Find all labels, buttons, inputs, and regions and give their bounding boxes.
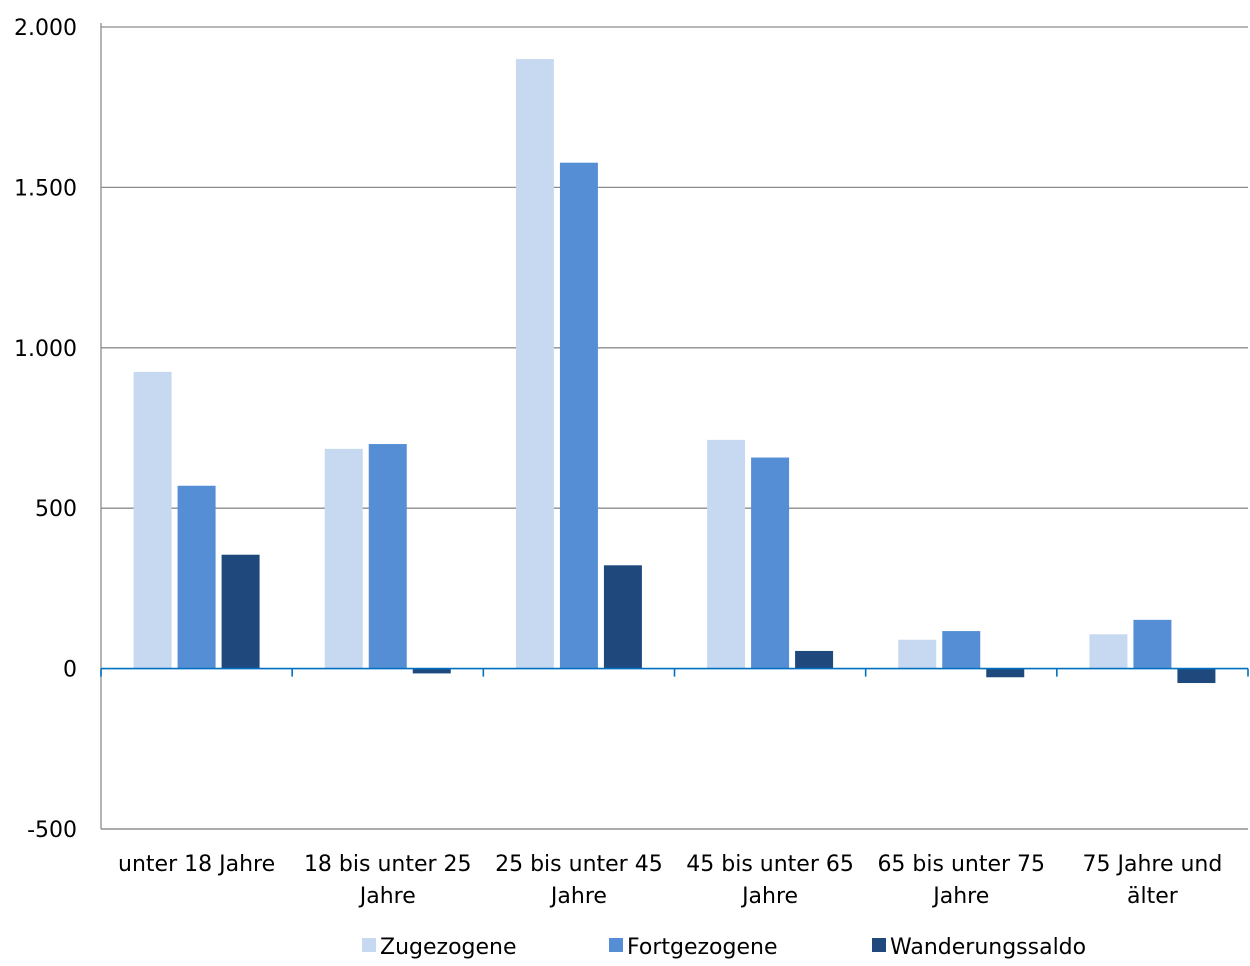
bar xyxy=(751,457,790,669)
x-category-label: 45 bis unter 65 xyxy=(686,852,854,877)
y-tick-label: -500 xyxy=(27,818,77,843)
bar xyxy=(324,448,363,669)
bar xyxy=(1177,668,1216,684)
bar xyxy=(515,59,554,669)
y-axis-tick-labels: 2.000 1.500 1.000 500 0 -500 xyxy=(14,16,77,843)
x-category-label: 75 Jahre und xyxy=(1082,852,1222,877)
x-category-label: Jahre xyxy=(740,884,798,909)
legend-label: Zugezogene xyxy=(380,935,517,960)
legend: Zugezogene Fortgezogene Wanderungssaldo xyxy=(362,935,1086,960)
y-tick-label: 1.500 xyxy=(14,176,77,201)
x-category-label: 25 bis unter 45 xyxy=(495,852,663,877)
y-tick-label: 500 xyxy=(35,497,77,522)
bar xyxy=(133,371,172,669)
legend-label: Fortgezogene xyxy=(627,935,778,960)
bar xyxy=(986,668,1025,678)
bar xyxy=(177,485,216,669)
bar xyxy=(603,565,642,669)
y-tick-label: 0 xyxy=(63,658,77,683)
x-category-label: Jahre xyxy=(549,884,607,909)
bar xyxy=(942,631,981,669)
x-category-label: unter 18 Jahre xyxy=(118,852,275,877)
legend-label: Wanderungssaldo xyxy=(890,935,1086,960)
legend-swatch xyxy=(872,938,886,952)
x-category-label: älter xyxy=(1127,884,1179,909)
bar xyxy=(1089,634,1128,669)
bars xyxy=(133,59,1216,684)
bar xyxy=(221,554,260,669)
bar xyxy=(368,444,407,669)
gridlines xyxy=(101,26,1248,830)
bar xyxy=(1133,619,1172,669)
bar xyxy=(707,439,746,669)
x-category-label: Jahre xyxy=(931,884,989,909)
legend-swatch xyxy=(362,938,376,952)
x-category-label: 18 bis unter 25 xyxy=(304,852,472,877)
legend-swatch xyxy=(609,938,623,952)
x-category-label: 65 bis unter 75 xyxy=(877,852,1045,877)
y-tick-label: 2.000 xyxy=(14,16,77,41)
bar xyxy=(795,650,834,669)
axes xyxy=(100,23,1249,830)
bar xyxy=(412,668,451,674)
y-tick-label: 1.000 xyxy=(14,337,77,362)
bar xyxy=(559,162,598,669)
x-axis-category-labels: unter 18 Jahre 18 bis unter 25 Jahre 25 bis… xyxy=(118,852,1222,909)
bar xyxy=(898,639,937,669)
x-category-label: Jahre xyxy=(358,884,416,909)
